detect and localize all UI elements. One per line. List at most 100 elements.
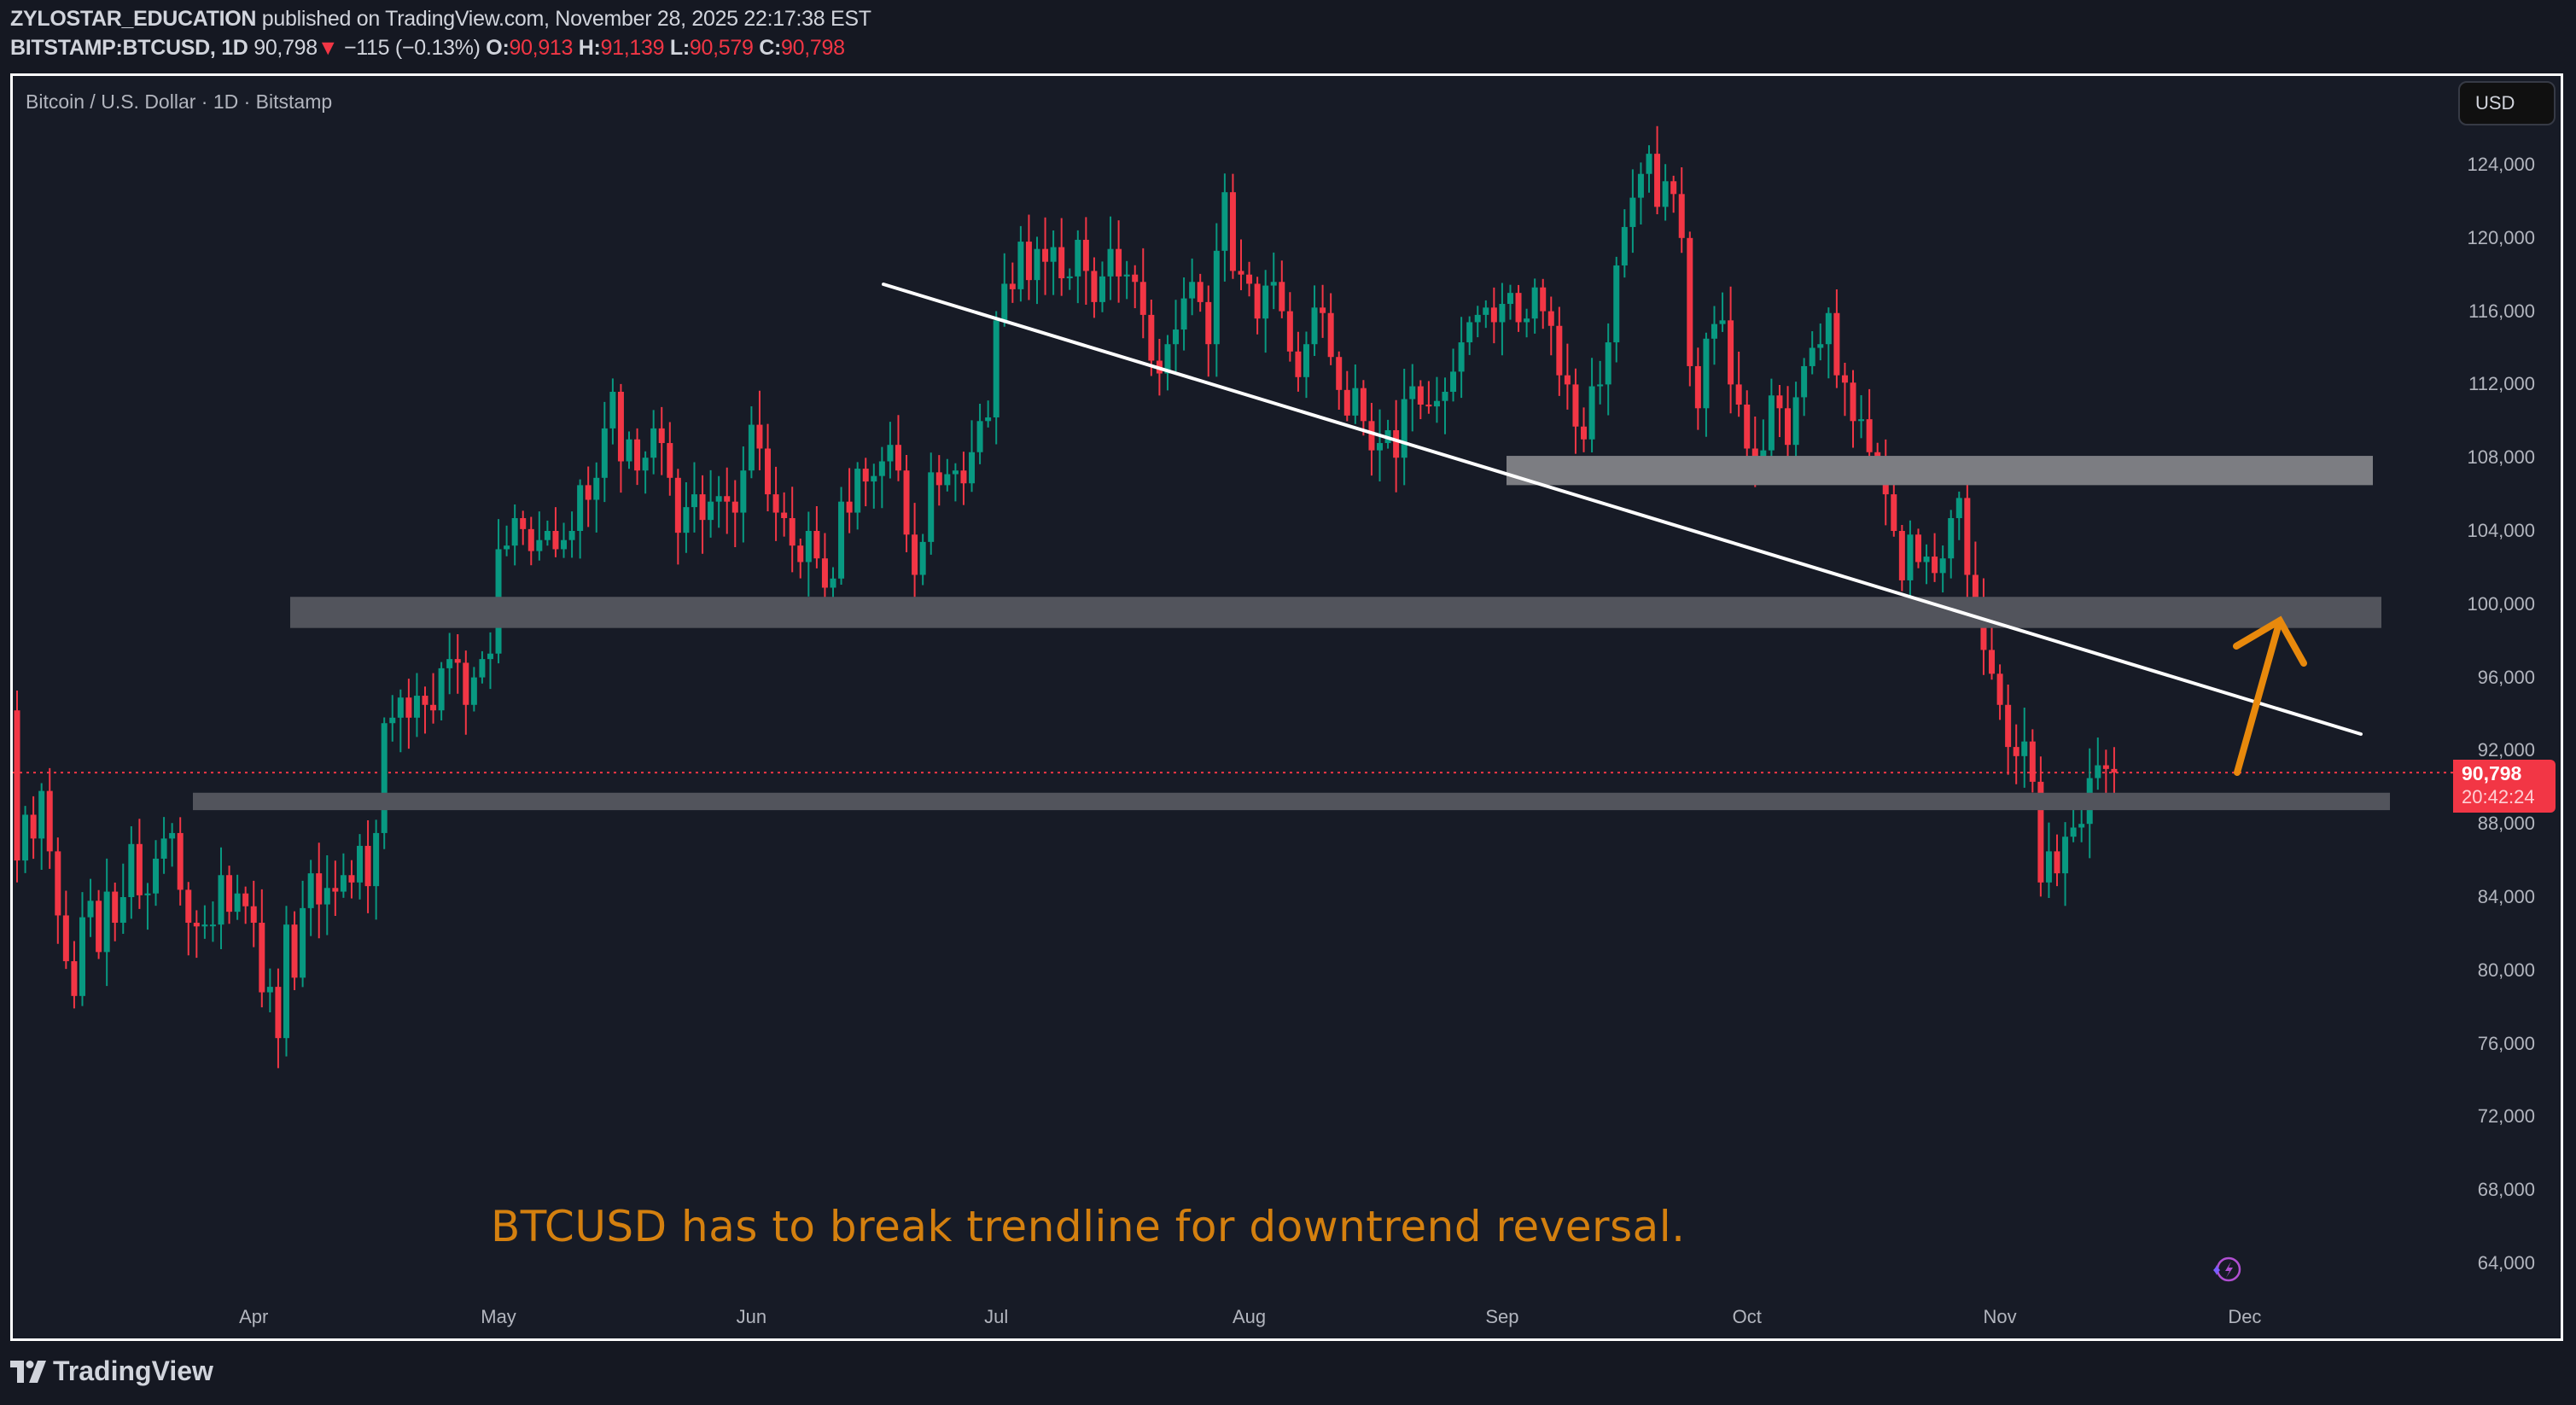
candle[interactable] — [46, 767, 53, 869]
candle[interactable] — [985, 400, 992, 428]
candle[interactable] — [1556, 306, 1563, 396]
candle[interactable] — [1833, 289, 1840, 388]
candle[interactable] — [153, 840, 160, 907]
candle[interactable] — [871, 463, 877, 509]
candle[interactable] — [96, 889, 102, 959]
candle[interactable] — [1637, 162, 1644, 225]
candle[interactable] — [62, 890, 69, 970]
candle[interactable] — [740, 446, 747, 543]
candle[interactable] — [1613, 256, 1620, 363]
candle[interactable] — [1058, 218, 1065, 296]
candle[interactable] — [1164, 335, 1171, 391]
candle[interactable] — [1678, 167, 1685, 254]
candle[interactable] — [259, 889, 265, 1008]
candle[interactable] — [511, 504, 518, 566]
candle[interactable] — [1499, 283, 1506, 356]
candle[interactable] — [275, 968, 282, 1069]
candle[interactable] — [291, 911, 298, 990]
candle[interactable] — [1139, 248, 1146, 339]
candle[interactable] — [1801, 358, 1808, 417]
candle[interactable] — [2037, 756, 2044, 897]
candle[interactable] — [1238, 239, 1244, 290]
candle[interactable] — [928, 452, 935, 555]
candle[interactable] — [683, 481, 690, 553]
candle[interactable] — [969, 420, 976, 493]
candle[interactable] — [1262, 270, 1269, 353]
candle[interactable] — [1246, 261, 1253, 297]
candle[interactable] — [128, 825, 135, 919]
annotation-text[interactable]: BTCUSD has to break trendline for downtr… — [491, 1202, 1686, 1251]
candle[interactable] — [381, 717, 388, 849]
candle[interactable] — [952, 463, 959, 502]
candle[interactable] — [136, 819, 143, 909]
candle[interactable] — [1621, 209, 1628, 278]
candle[interactable] — [960, 452, 967, 505]
candle[interactable] — [585, 466, 592, 528]
candle[interactable] — [487, 632, 493, 690]
candle[interactable] — [731, 480, 738, 547]
candle[interactable] — [935, 455, 942, 506]
candle[interactable] — [667, 422, 673, 496]
candle[interactable] — [658, 406, 665, 475]
candle[interactable] — [446, 633, 453, 695]
candle[interactable] — [1932, 533, 1938, 582]
candle[interactable] — [862, 458, 869, 507]
candle[interactable] — [1116, 220, 1122, 303]
candle[interactable] — [1173, 300, 1180, 372]
candle[interactable] — [1189, 258, 1196, 316]
candle[interactable] — [103, 858, 110, 987]
candle[interactable] — [1279, 260, 1285, 318]
candle[interactable] — [1703, 332, 1710, 437]
candle[interactable] — [1017, 225, 1024, 302]
candle[interactable] — [903, 454, 910, 553]
candle[interactable] — [1662, 164, 1669, 221]
candle[interactable] — [119, 863, 126, 934]
candle[interactable] — [413, 673, 420, 737]
candle[interactable] — [1066, 268, 1073, 290]
candle[interactable] — [724, 467, 731, 534]
candle[interactable] — [1148, 300, 1155, 376]
candle[interactable] — [1377, 409, 1384, 482]
candle[interactable] — [79, 892, 85, 1006]
candle[interactable] — [332, 860, 339, 916]
candle[interactable] — [2021, 708, 2028, 788]
candle[interactable] — [715, 475, 722, 528]
candle[interactable] — [1547, 296, 1554, 356]
candle[interactable] — [1082, 217, 1089, 305]
candle[interactable] — [789, 487, 796, 573]
candle[interactable] — [1466, 316, 1473, 355]
candle[interactable] — [397, 689, 404, 753]
candle[interactable] — [250, 880, 257, 947]
candle[interactable] — [617, 383, 624, 493]
candle[interactable] — [1336, 351, 1343, 410]
candle[interactable] — [1581, 407, 1588, 452]
zone-resistance-108k[interactable] — [1507, 456, 2373, 486]
candle[interactable] — [609, 378, 616, 445]
candle[interactable] — [185, 882, 192, 956]
candle[interactable] — [1654, 125, 1661, 215]
candle[interactable] — [1384, 419, 1391, 449]
candle[interactable] — [1728, 286, 1734, 414]
candle[interactable] — [1939, 545, 1946, 593]
zone-resistance-100k[interactable] — [290, 597, 2381, 628]
candle[interactable] — [1205, 285, 1212, 377]
candle[interactable] — [495, 519, 502, 664]
candle[interactable] — [699, 475, 706, 554]
candle[interactable] — [944, 458, 951, 492]
candle[interactable] — [1825, 307, 1832, 379]
candle[interactable] — [1687, 231, 1693, 387]
candle[interactable] — [1711, 306, 1717, 365]
candle[interactable] — [1948, 510, 1955, 579]
candle[interactable] — [674, 469, 681, 565]
candle[interactable] — [642, 451, 649, 494]
candle[interactable] — [1588, 358, 1595, 452]
candle[interactable] — [1393, 399, 1400, 493]
candle[interactable] — [1009, 262, 1016, 303]
candle[interactable] — [87, 878, 94, 937]
candle[interactable] — [2005, 685, 2012, 775]
candle[interactable] — [1719, 292, 1726, 332]
candle[interactable] — [912, 503, 918, 598]
candle[interactable] — [266, 968, 273, 1012]
candle[interactable] — [821, 533, 828, 598]
